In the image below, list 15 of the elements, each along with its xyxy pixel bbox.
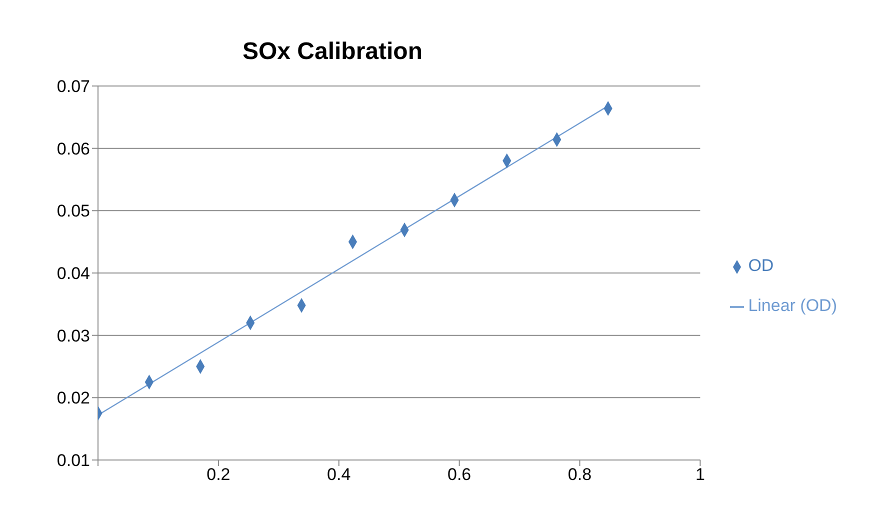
y-tick-label: 0.05 bbox=[56, 202, 90, 221]
x-tick-label: 0.8 bbox=[568, 465, 592, 484]
x-tick-label: 1 bbox=[695, 465, 705, 484]
x-tick-label: 0.2 bbox=[206, 465, 230, 484]
legend-label: OD bbox=[748, 256, 774, 275]
x-tick-label: 0.6 bbox=[447, 465, 472, 484]
legend-label: Linear (OD) bbox=[748, 296, 837, 315]
y-tick-label: 0.07 bbox=[56, 77, 90, 96]
y-tick-label: 0.04 bbox=[56, 264, 90, 284]
chart-title: SOx Calibration bbox=[241, 37, 424, 66]
x-tick-label: 0.4 bbox=[327, 465, 351, 484]
y-tick-label: 0.06 bbox=[56, 139, 90, 158]
y-tick-label: 0.01 bbox=[56, 451, 90, 470]
y-tick-label: 0.02 bbox=[56, 388, 90, 408]
y-tick-label: 0.03 bbox=[56, 326, 90, 346]
